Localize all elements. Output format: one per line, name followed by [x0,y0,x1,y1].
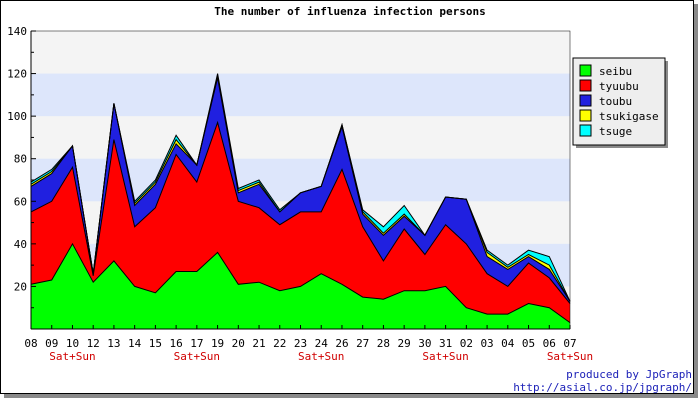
y-tick-label: 60 [14,195,27,208]
legend-swatch-seibu [579,64,592,77]
weekend-label: Sat+Sun [49,350,95,363]
legend-label-toubu: toubu [599,95,632,108]
x-tick-label: 02 [460,337,473,350]
x-tick-label: 15 [149,337,162,350]
line-tsuge [30,73,571,302]
x-tick-label: 06 [543,337,556,350]
y-tick-label: 40 [14,238,27,251]
x-tick-label: 22 [273,337,286,350]
x-tick-label: 31 [439,337,452,350]
x-tick-label: 19 [211,337,224,350]
legend-swatch-toubu [579,94,592,107]
legend-label-seibu: seibu [599,65,632,78]
x-tick-label: 03 [480,337,493,350]
credit-url[interactable]: http://asial.co.jp/jpgraph/ [513,381,692,394]
x-tick-label: 27 [356,337,369,350]
chart-title: The number of influenza infection person… [214,5,486,18]
x-tick-label: 23 [294,337,307,350]
x-tick-label: 28 [377,337,390,350]
legend-label-tsuge: tsuge [599,125,632,138]
x-tick-label: 16 [169,337,182,350]
weekend-label: Sat+Sun [547,350,593,363]
x-tick-label: 05 [522,337,535,350]
x-tick-label: 07 [563,337,576,350]
weekend-label: Sat+Sun [174,350,220,363]
y-tick-label: 20 [14,280,27,293]
y-tick-label: 80 [14,153,27,166]
x-tick-label: 10 [66,337,79,350]
legend-swatch-tyuubu [579,79,592,92]
x-tick-label: 26 [335,337,348,350]
x-tick-label: 30 [418,337,431,350]
line-seibu [30,242,571,324]
x-tick-label: 12 [87,337,100,350]
legend-swatch-tsuge [579,124,592,137]
x-tick-label: 17 [190,337,203,350]
x-tick-label: 13 [107,337,120,350]
x-tick-label: 29 [398,337,411,350]
x-tick-label: 14 [128,337,142,350]
legend-label-tsukigase: tsukigase [599,110,659,123]
x-tick-label: 24 [315,337,329,350]
x-tick-label: 09 [45,337,58,350]
legend-label-tyuubu: tyuubu [599,80,639,93]
legend-swatch-tsukigase [579,109,592,122]
area-tyuubu [31,122,570,323]
y-tick-label: 140 [7,25,27,38]
y-tick-label: 120 [7,68,27,81]
x-tick-label: 04 [501,337,515,350]
weekend-label: Sat+Sun [422,350,468,363]
line-tyuubu [30,120,571,304]
credit-produced-by: produced by JpGraph [566,368,692,381]
x-tick-label: 08 [24,337,37,350]
y-tick-label: 100 [7,110,27,123]
grid-band [31,73,570,117]
x-tick-label: 21 [252,337,265,350]
weekend-label: Sat+Sun [298,350,344,363]
x-tick-label: 20 [232,337,245,350]
